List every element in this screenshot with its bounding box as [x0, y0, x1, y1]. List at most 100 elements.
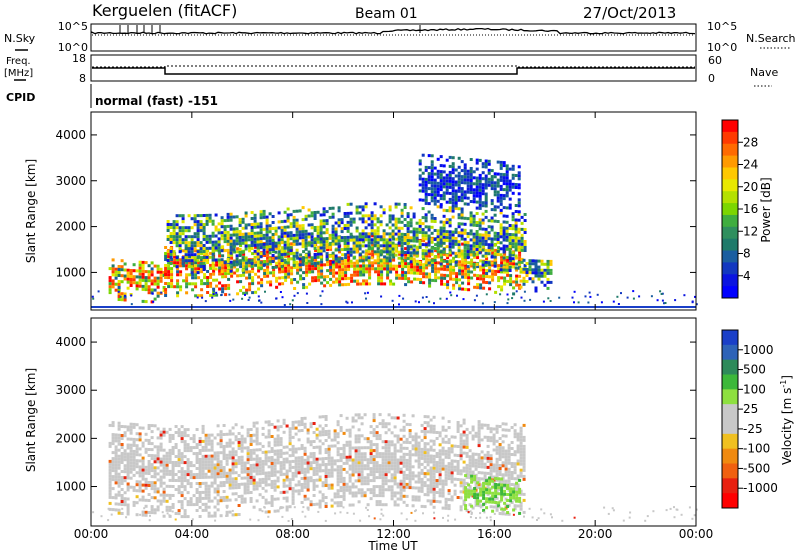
heatmap-cell: [457, 240, 461, 244]
heatmap-cell: [416, 271, 420, 275]
heatmap-cell: [234, 480, 238, 484]
heatmap-cell: [413, 277, 417, 281]
heatmap-cell: [313, 226, 317, 229]
heatmap-cell: [276, 485, 280, 489]
heatmap-cell: [306, 437, 310, 441]
heatmap-cell: [487, 249, 491, 253]
heatmap-cell: [469, 182, 473, 185]
heatmap-cell: [178, 244, 182, 248]
heatmap-cell: [400, 241, 404, 245]
heatmap-cell: [461, 266, 465, 270]
heatmap-cell: [511, 227, 515, 231]
heatmap-cell: [460, 222, 464, 226]
heatmap-cell: [222, 466, 226, 469]
heatmap-cell: [347, 255, 351, 259]
heatmap-cell: [241, 226, 245, 230]
heatmap-cell: [375, 500, 379, 504]
heatmap-cell: [520, 296, 523, 299]
heatmap-cell: [263, 260, 267, 263]
heatmap-cell: [220, 225, 224, 229]
heatmap-cell: [448, 176, 452, 180]
heatmap-cell: [442, 229, 446, 233]
heatmap-cell: [313, 211, 317, 214]
heatmap-cell: [217, 237, 221, 241]
heatmap-cell: [246, 434, 250, 438]
heatmap-cell: [123, 452, 127, 456]
heatmap-cell: [341, 268, 345, 272]
heatmap-cell: [263, 275, 267, 278]
heatmap-cell: [240, 461, 244, 465]
heatmap-cell: [126, 461, 130, 465]
heatmap-cell: [269, 271, 273, 275]
heatmap-cell: [381, 464, 385, 468]
heatmap-cell: [534, 262, 538, 266]
heatmap-cell: [409, 230, 413, 234]
heatmap-cell: [141, 471, 145, 475]
heatmap-cell: [295, 233, 299, 237]
heatmap-cell: [433, 166, 437, 170]
heatmap-cell: [159, 493, 163, 497]
heatmap-cell: [284, 278, 288, 282]
heatmap-cell: [509, 280, 513, 284]
heatmap-cell: [177, 512, 181, 516]
heatmap-cell: [439, 232, 443, 236]
heatmap-cell: [369, 425, 373, 429]
heatmap-cell: [117, 475, 121, 479]
heatmap-cell: [295, 251, 299, 255]
heatmap-cell: [259, 216, 263, 220]
heatmap-cell: [377, 279, 381, 283]
heatmap-cell: [240, 458, 244, 462]
heatmap-cell: [253, 231, 257, 235]
heatmap-cell: [207, 511, 211, 515]
heatmap-cell: [138, 426, 142, 430]
heatmap-cell: [180, 503, 184, 507]
heatmap-cell: [400, 208, 404, 212]
heatmap-cell: [256, 234, 260, 238]
heatmap-cell: [442, 185, 446, 189]
heatmap-cell: [181, 241, 185, 245]
heatmap-cell: [372, 473, 376, 477]
heatmap-cell: [204, 502, 208, 506]
heatmap-cell: [467, 261, 471, 265]
heatmap-cell: [117, 286, 121, 289]
heatmap-cell: [508, 197, 512, 201]
heatmap-cell: [469, 217, 473, 221]
heatmap-cell: [166, 226, 170, 229]
heatmap-cell: [327, 429, 331, 433]
heatmap-cell: [141, 459, 145, 463]
heatmap-cell: [497, 276, 501, 280]
heatmap-cell: [508, 245, 512, 248]
heatmap-cell: [472, 241, 476, 245]
heatmap-cell: [187, 265, 191, 269]
heatmap-cell: [120, 274, 124, 278]
heatmap-cell: [174, 488, 178, 491]
heatmap-cell: [469, 185, 473, 188]
heatmap-cell: [232, 239, 236, 243]
heatmap-cell: [448, 230, 452, 234]
heatmap-cell: [147, 424, 151, 427]
heatmap-cell: [307, 241, 311, 245]
nsky-trace: [91, 27, 696, 35]
heatmap-cell: [375, 476, 379, 480]
heatmap-cell: [162, 514, 166, 518]
heatmap-cell: [496, 205, 500, 209]
heatmap-cell: [252, 463, 256, 467]
heatmap-cell: [228, 450, 232, 454]
heatmap-cell: [313, 244, 317, 247]
heatmap-cell: [217, 231, 221, 235]
heatmap-cell: [262, 236, 266, 240]
heatmap-cell: [150, 511, 154, 515]
heatmap-cell: [384, 443, 388, 447]
heatmap-cell: [230, 265, 234, 269]
heatmap-cell: [407, 280, 411, 284]
heatmap-cell: [460, 213, 464, 217]
heatmap-cell: [264, 462, 268, 466]
heatmap-cell: [288, 469, 292, 473]
heatmap-cell: [422, 281, 426, 285]
heatmap-cell: [195, 461, 199, 464]
heatmap-cell: [514, 224, 518, 228]
heatmap-cell: [460, 207, 464, 211]
heatmap-cell: [184, 238, 188, 242]
heatmap-cell: [270, 465, 274, 468]
heatmap-cell: [283, 249, 287, 253]
